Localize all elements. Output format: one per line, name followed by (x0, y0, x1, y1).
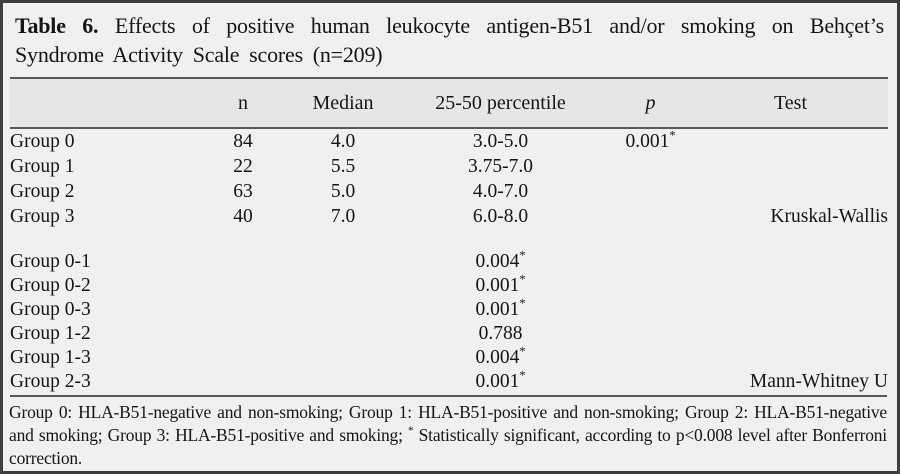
significance-asterisk: * (407, 425, 414, 438)
row-label: Group 0-3 (10, 299, 91, 320)
cell-pairwise-p: 0.001* (475, 274, 526, 296)
header-row: n Median 25-50 percentile p Test (10, 77, 888, 129)
cell-test (693, 128, 888, 154)
data-table: n Median 25-50 percentile p Test Group 0… (10, 77, 888, 394)
footnote-significance-text: Statistically significant, according to … (9, 425, 887, 468)
cell-pairwise-p: 0.001* (475, 370, 526, 392)
table-row: Group 1-2 0.788 (10, 322, 888, 346)
table-footnote: Group 0: HLA-B51-negative and non-smokin… (3, 397, 897, 470)
row-label: Group 2-3 (10, 371, 91, 392)
cell-test (693, 298, 888, 322)
spacer-row (10, 229, 888, 250)
row-label: Group 2 (10, 180, 75, 202)
table-caption-text: Effects of positive human leukocyte anti… (15, 13, 884, 67)
significance-asterisk: * (669, 128, 676, 142)
significance-asterisk: * (519, 370, 526, 383)
row-label: Group 1-2 (10, 323, 91, 344)
table-row: Group 0-2 0.001* (10, 274, 888, 298)
cell-percentile: 3.75-7.0 (468, 155, 533, 177)
table-row: Group 1 22 5.5 3.75-7.0 (10, 154, 888, 179)
cell-test (693, 154, 888, 179)
cell-percentile: 4.0-7.0 (472, 180, 529, 202)
cell-p (608, 154, 693, 179)
col-header-p: p (608, 77, 693, 129)
cell-percentile: 6.0-8.0 (472, 205, 529, 227)
cell-median: 4.0 (330, 130, 356, 152)
cell-test (693, 250, 888, 274)
significance-asterisk: * (519, 274, 526, 287)
cell-median: 7.0 (330, 205, 356, 227)
table-row: Group 2 63 5.0 4.0-7.0 (10, 179, 888, 204)
col-header-n: n (193, 77, 293, 129)
significance-asterisk: * (519, 250, 526, 263)
footnote-groups-text: Group 0: HLA-B51-negative and non-smokin… (9, 402, 887, 445)
cell-n: 84 (233, 130, 253, 152)
cell-median: 5.0 (330, 180, 356, 202)
cell-n: 22 (233, 155, 253, 177)
cell-test (693, 322, 888, 346)
cell-p: 0.001* (625, 128, 676, 152)
col-header-group (10, 77, 193, 129)
cell-pairwise-p: 0.001* (475, 298, 526, 320)
row-label: Group 3 (10, 205, 75, 227)
cell-pairwise-p: 0.788 (478, 323, 523, 344)
table-row: Group 0 84 4.0 3.0-5.0 0.001* (10, 128, 888, 154)
row-label: Group 1-3 (10, 347, 91, 368)
row-label: Group 0-1 (10, 251, 91, 272)
significance-asterisk: * (519, 346, 526, 359)
table-row: Group 2-3 0.001* Mann-Whitney U (10, 370, 888, 394)
cell-test (693, 274, 888, 298)
cell-test: Mann-Whitney U (749, 371, 888, 392)
col-header-median: Median (293, 77, 393, 129)
cell-percentile: 3.0-5.0 (472, 130, 529, 152)
cell-p (608, 179, 693, 204)
col-header-percentile: 25-50 percentile (393, 77, 608, 129)
cell-pairwise-p: 0.004* (475, 250, 526, 272)
cell-p (608, 204, 693, 229)
table-row: Group 0-3 0.001* (10, 298, 888, 322)
table-row: Group 1-3 0.004* (10, 346, 888, 370)
cell-median: 5.5 (330, 155, 356, 177)
cell-n: 63 (233, 180, 253, 202)
significance-asterisk: * (519, 298, 526, 311)
cell-pairwise-p: 0.004* (475, 346, 526, 368)
table-caption-label: Table 6. (15, 13, 99, 38)
table-row: Group 0-1 0.004* (10, 250, 888, 274)
cell-test (693, 179, 888, 204)
cell-test (693, 346, 888, 370)
table-row: Group 3 40 7.0 6.0-8.0 Kruskal-Wallis (10, 204, 888, 229)
row-label: Group 0-2 (10, 275, 91, 296)
table-caption: Table 6. Effects of positive human leuko… (3, 3, 897, 77)
row-label: Group 1 (10, 155, 75, 177)
footnote-divider (10, 395, 887, 397)
cell-test: Kruskal-Wallis (770, 205, 888, 227)
row-label: Group 0 (10, 130, 75, 152)
cell-n: 40 (233, 205, 253, 227)
col-header-test: Test (693, 77, 888, 129)
